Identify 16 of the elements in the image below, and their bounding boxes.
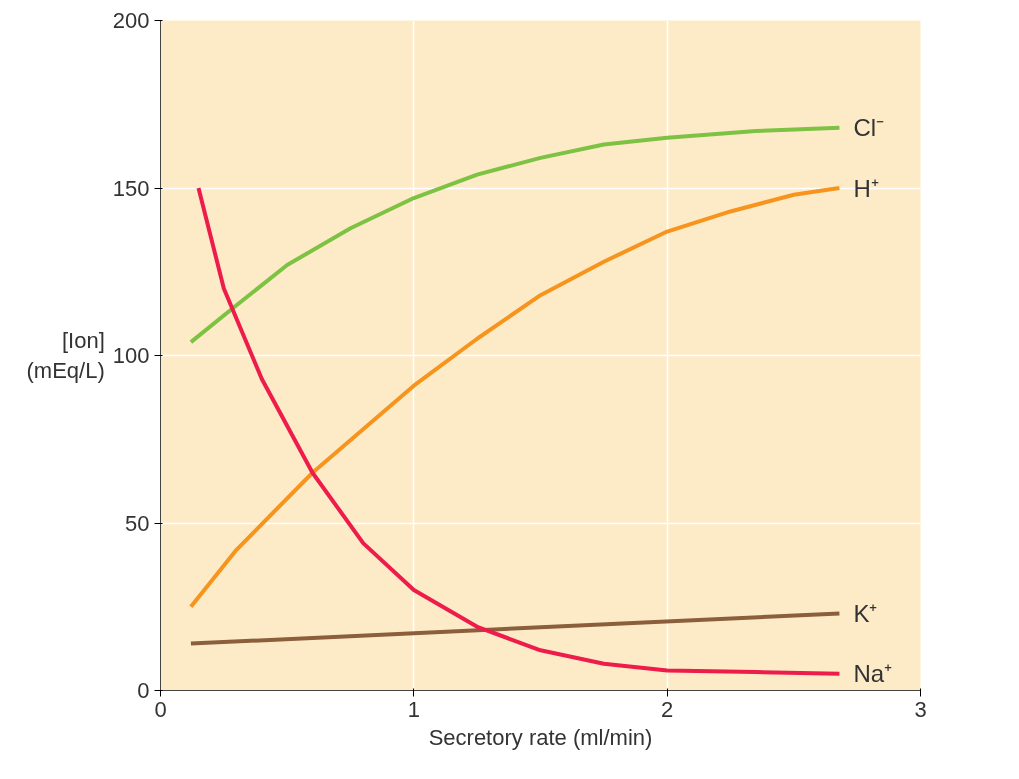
x-tick-label: 3	[914, 696, 927, 722]
series-label: Na⁺	[853, 660, 893, 688]
y-tick-label: 100	[112, 343, 150, 368]
y-tick-label: 0	[137, 678, 150, 703]
y-tick-label: 200	[112, 8, 150, 33]
line-series	[188, 125, 842, 345]
x-tick-label: 1	[407, 696, 420, 722]
y-tick-label: 50	[125, 510, 150, 536]
x-tick-label: 2	[661, 696, 674, 722]
x-tick-label: 0	[154, 696, 167, 722]
series-label: Cl⁻	[853, 114, 885, 142]
series-label: H⁺	[853, 174, 879, 202]
x-axis-title: Secretory rate (ml/min)	[428, 724, 653, 750]
series-label: K⁺	[853, 599, 878, 627]
y-tick-label: 150	[112, 175, 150, 201]
y-axis-title: [Ion] (mEq/L)	[26, 328, 105, 383]
